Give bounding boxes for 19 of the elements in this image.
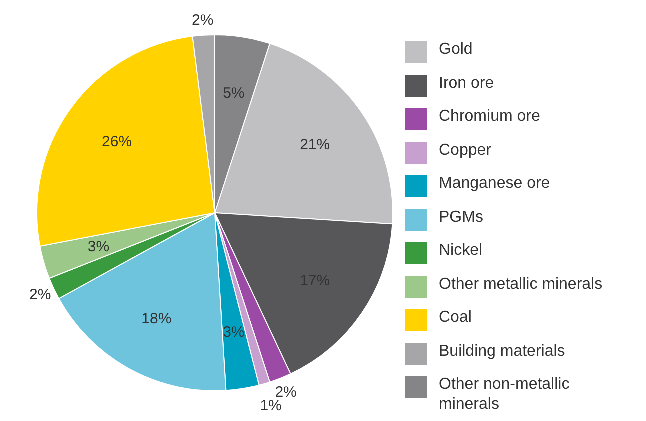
data-label: 26%: [102, 133, 132, 150]
legend-label: Gold: [439, 40, 474, 60]
legend-label: Nickel: [439, 241, 484, 261]
data-label: 2%: [30, 286, 52, 304]
legend-label: Chromium ore: [439, 107, 542, 127]
legend-label: PGMs: [439, 208, 484, 228]
legend-label: Manganese ore: [439, 174, 552, 194]
legend-label: Building materials: [439, 342, 566, 362]
data-label: 3%: [88, 238, 110, 256]
legend-label: Copper: [439, 140, 492, 160]
legend-label: Coal: [439, 308, 473, 328]
data-label: 18%: [142, 310, 172, 328]
legend-label: Iron ore: [439, 74, 496, 94]
data-label: 21%: [300, 136, 330, 154]
data-label: 2%: [192, 12, 214, 29]
data-label: 5%: [223, 84, 245, 102]
data-label: 3%: [223, 324, 245, 342]
legend-label: Other non-metallic minerals: [439, 375, 571, 415]
legend-label: Other metallic minerals: [439, 274, 604, 294]
